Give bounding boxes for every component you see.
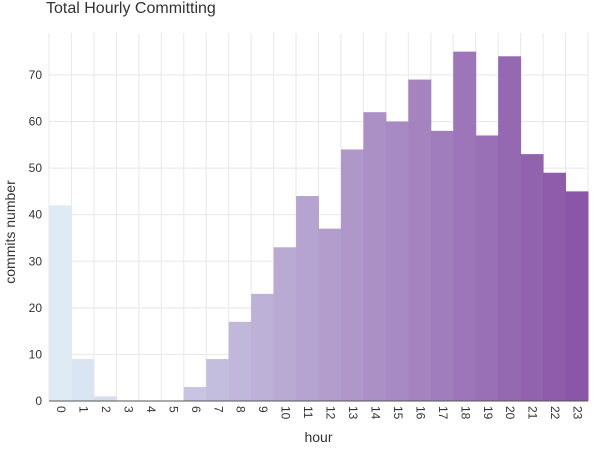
x-tick-label: 10 [279,406,293,420]
x-tick-label: 5 [166,406,180,413]
x-tick-label: 17 [436,406,450,420]
x-tick-label: 11 [301,406,315,419]
x-tick-labels: 0 1 2 3 4 5 6 7 8 9 10 11 12 13 14 15 16 17 18 19 20 21 22 23 [54,406,585,420]
y-tick-label: 0 [35,394,42,408]
bar-hour-19[interactable] [475,135,499,401]
x-tick-label: 18 [458,406,472,420]
bar-hour-6[interactable] [183,387,207,401]
bar-hour-1[interactable] [71,359,95,401]
bar-hour-20[interactable] [498,56,522,401]
bar-hour-14[interactable] [363,112,387,401]
bar-hour-22[interactable] [543,172,567,401]
x-axis-label: hour [304,429,332,445]
x-tick-label: 21 [526,406,540,420]
chart-title: Total Hourly Committing [46,0,216,17]
y-tick-label: 60 [29,115,43,129]
x-tick-label: 23 [571,406,585,420]
x-tick-label: 4 [144,406,158,413]
x-tick-label: 2 [99,406,113,413]
bar-hour-13[interactable] [340,149,364,401]
x-tick-label: 7 [211,406,225,413]
bar-hour-7[interactable] [206,359,230,401]
bar-hour-10[interactable] [273,247,297,401]
x-tick-label: 1 [77,406,91,413]
bar-hour-23[interactable] [565,191,589,401]
x-tick-label: 0 [54,406,68,413]
bars [49,51,589,402]
x-tick-label: 6 [189,406,203,413]
bar-hour-17[interactable] [430,130,454,401]
x-tick-label: 22 [548,406,562,420]
bar-hour-21[interactable] [520,154,544,401]
x-tick-label: 16 [413,406,427,420]
y-tick-label: 40 [29,208,43,222]
x-tick-label: 19 [481,406,495,420]
y-tick-label: 20 [29,301,43,315]
y-tick-label: 70 [29,68,43,82]
bar-hour-16[interactable] [408,79,432,401]
x-tick-label: 20 [503,406,517,420]
y-tick-label: 30 [29,254,43,268]
x-tick-label: 12 [324,406,338,420]
x-tick-label: 3 [121,406,135,413]
bar-hour-9[interactable] [251,293,275,401]
y-axis-label: commits number [2,180,18,284]
bar-hour-2[interactable] [93,396,117,401]
x-tick-label: 15 [391,406,405,420]
bar-hour-12[interactable] [318,228,342,401]
bar-hour-15[interactable] [385,121,409,401]
y-tick-labels: 0 10 20 30 40 50 60 70 [29,68,43,408]
bar-hour-0[interactable] [49,205,72,401]
bar-hour-11[interactable] [296,196,319,401]
bar-hour-18[interactable] [453,51,477,402]
x-tick-label: 13 [346,406,360,420]
x-tick-label: 9 [256,406,270,413]
y-tick-label: 50 [29,161,43,175]
x-tick-label: 14 [368,406,382,420]
bar-hour-8[interactable] [228,321,252,401]
y-tick-label: 10 [29,347,43,361]
x-tick-label: 8 [234,406,248,413]
